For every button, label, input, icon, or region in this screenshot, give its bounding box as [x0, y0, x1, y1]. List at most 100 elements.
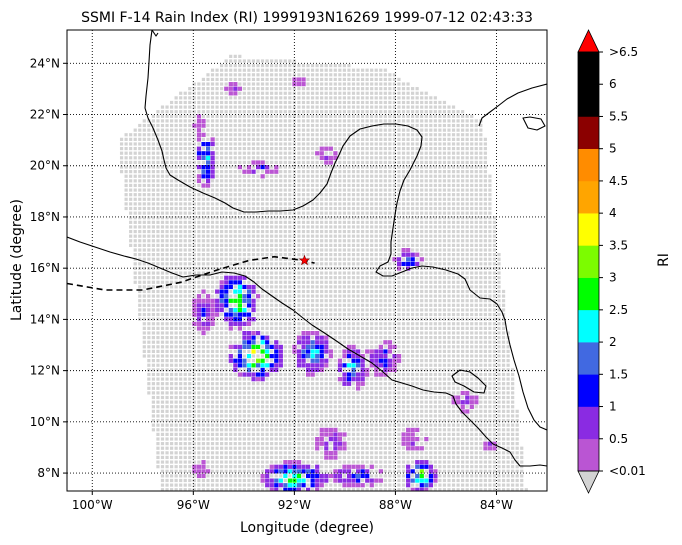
- swath-pixel: [310, 414, 315, 418]
- swath-pixel: [233, 409, 237, 413]
- swath-pixel: [433, 460, 437, 464]
- swath-pixel: [256, 308, 260, 312]
- swath-pixel: [274, 299, 278, 303]
- swath-pixel: [206, 391, 210, 395]
- swath-pixel: [183, 359, 187, 363]
- swath-pixel: [433, 197, 437, 201]
- swath-pixel: [360, 418, 365, 423]
- swath-pixel: [297, 418, 301, 423]
- swath-pixel: [347, 359, 351, 363]
- swath-pixel: [392, 225, 397, 229]
- swath-pixel: [324, 418, 328, 423]
- swath-pixel: [465, 308, 469, 312]
- swath-pixel: [197, 193, 201, 197]
- swath-pixel: [447, 312, 451, 317]
- swath-pixel: [401, 423, 406, 427]
- swath-pixel: [347, 289, 351, 294]
- swath-pixel: [274, 220, 278, 224]
- swath-pixel: [174, 253, 178, 257]
- swath-pixel: [370, 220, 374, 224]
- swath-pixel: [256, 206, 260, 211]
- swath-pixel: [429, 354, 433, 358]
- swath-pixel: [461, 317, 465, 321]
- swath-pixel: [265, 418, 269, 423]
- swath-pixel: [451, 276, 456, 280]
- swath-pixel: [247, 382, 251, 386]
- swath-pixel: [315, 432, 319, 436]
- swath-pixel: [401, 299, 406, 303]
- swath-pixel: [320, 465, 324, 469]
- swath-pixel: [247, 206, 251, 211]
- swath-pixel: [388, 382, 392, 386]
- swath-pixel: [406, 179, 410, 183]
- swath-pixel: [179, 405, 183, 409]
- swath-pixel: [251, 478, 256, 483]
- swath-pixel: [238, 188, 242, 192]
- swath-pixel: [297, 229, 301, 234]
- swath-pixel: [174, 409, 178, 413]
- swath-pixel: [483, 239, 487, 243]
- swath-pixel: [351, 216, 356, 220]
- swath-pixel: [265, 257, 269, 261]
- swath-pixel: [465, 248, 469, 252]
- swath-pixel: [365, 451, 369, 455]
- swath-pixel: [310, 248, 315, 252]
- swath-pixel: [206, 395, 210, 400]
- swath-pixel: [433, 276, 437, 280]
- swath-pixel: [342, 303, 346, 307]
- swath-pixel: [297, 299, 301, 303]
- swath-pixel: [192, 257, 196, 261]
- swath-pixel: [474, 257, 478, 261]
- swath-pixel: [442, 303, 447, 307]
- swath-pixel: [461, 266, 465, 271]
- swath-pixel: [169, 437, 174, 441]
- swath-pixel: [251, 239, 256, 243]
- swath-pixel: [420, 280, 424, 284]
- swath-pixel: [438, 478, 442, 483]
- swath-pixel: [220, 368, 224, 372]
- swath-pixel: [442, 276, 447, 280]
- swath-pixel: [483, 202, 487, 206]
- swath-pixel: [210, 234, 215, 238]
- swath-pixel: [229, 253, 233, 257]
- swath-pixel: [488, 234, 492, 238]
- swath-pixel: [151, 317, 155, 321]
- swath-pixel: [220, 345, 224, 349]
- swath-pixel: [238, 197, 242, 201]
- swath-pixel: [401, 225, 406, 229]
- swath-pixel: [442, 414, 447, 418]
- swath-pixel: [260, 197, 265, 201]
- swath-pixel: [456, 294, 460, 298]
- swath-pixel: [492, 340, 497, 344]
- swath-pixel: [251, 197, 256, 201]
- swath-pixel: [406, 225, 410, 229]
- swath-pixel: [397, 248, 401, 252]
- swath-pixel: [160, 197, 165, 201]
- swath-pixel: [174, 372, 178, 377]
- swath-pixel: [392, 460, 397, 464]
- swath-pixel: [515, 451, 519, 455]
- swath-pixel: [492, 478, 497, 483]
- swath-pixel: [329, 294, 333, 298]
- swath-pixel: [347, 229, 351, 234]
- swath-pixel: [270, 299, 274, 303]
- swath-pixel: [315, 386, 319, 390]
- swath-pixel: [488, 460, 492, 464]
- swath-pixel: [433, 308, 437, 312]
- swath-pixel: [174, 382, 178, 386]
- swath-pixel: [206, 349, 210, 354]
- swath-pixel: [438, 442, 442, 446]
- swath-pixel: [270, 359, 274, 363]
- swath-pixel: [260, 225, 265, 229]
- swath-pixel: [483, 216, 487, 220]
- swath-pixel: [188, 335, 192, 340]
- swath-pixel: [456, 289, 460, 294]
- swath-pixel: [156, 289, 160, 294]
- swath-pixel: [433, 289, 437, 294]
- swath-pixel: [497, 280, 501, 284]
- swath-pixel: [406, 349, 410, 354]
- swath-pixel: [379, 483, 383, 487]
- swath-pixel: [160, 174, 165, 178]
- swath-pixel: [401, 469, 406, 473]
- swath-pixel: [292, 197, 296, 201]
